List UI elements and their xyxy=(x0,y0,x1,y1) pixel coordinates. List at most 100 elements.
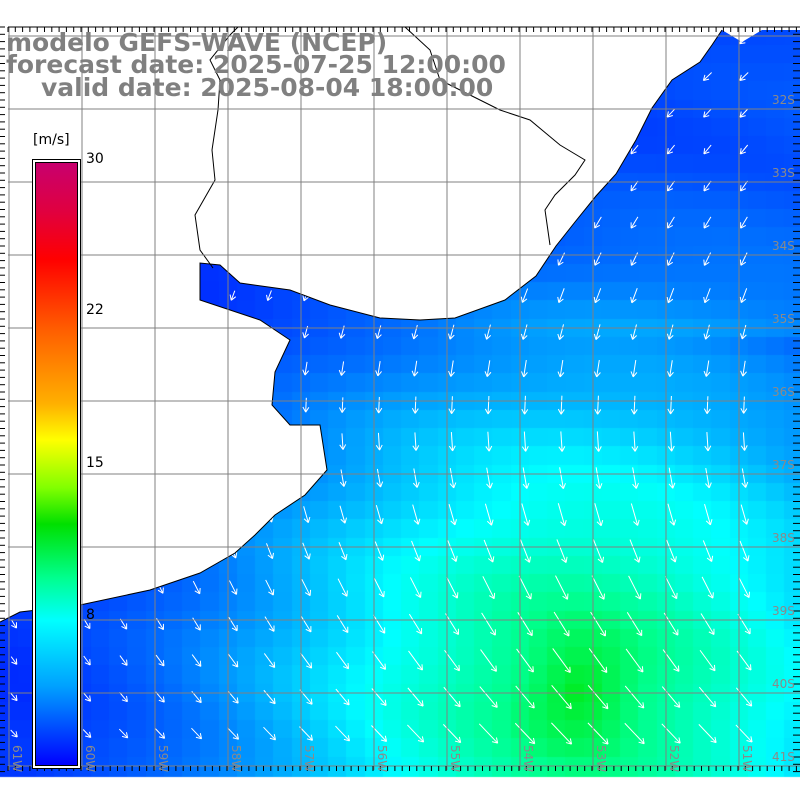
wind-arrow xyxy=(83,619,91,630)
wind-arrow xyxy=(299,652,313,669)
wind-arrow xyxy=(485,431,493,452)
wind-arrow xyxy=(521,431,529,452)
wind-arrow xyxy=(407,687,424,707)
wind-arrow xyxy=(301,579,312,597)
wind-arrow xyxy=(594,359,601,378)
wind-arrow xyxy=(514,722,536,745)
wind-arrow xyxy=(411,540,421,562)
wind-arrow xyxy=(552,648,571,674)
wind-arrow xyxy=(119,655,128,666)
wind-arrow xyxy=(630,503,640,526)
wind-arrow xyxy=(482,576,496,600)
land-mass xyxy=(0,0,800,622)
title-forecast-date: forecast date: 2025-07-25 12:00:00 xyxy=(6,50,506,79)
wind-arrow xyxy=(375,505,384,525)
title-model: modelo GEFS-WAVE (NCEP) xyxy=(6,28,388,57)
wind-arrow xyxy=(741,468,749,488)
wind-arrow xyxy=(667,395,675,415)
wind-arrow xyxy=(556,539,568,563)
axis-ticks xyxy=(0,26,800,773)
wind-arrow xyxy=(263,689,276,705)
wind-arrow xyxy=(594,216,602,229)
wind-arrow xyxy=(630,360,638,378)
wind-arrow xyxy=(740,504,749,525)
wind-arrow xyxy=(705,467,712,489)
wind-arrow xyxy=(118,728,129,739)
wind-arrow xyxy=(518,575,532,600)
wind-arrow xyxy=(82,729,92,739)
uruguay-river xyxy=(194,26,239,269)
wind-arrow xyxy=(628,575,642,600)
wind-arrow xyxy=(83,655,91,666)
wind-arrow xyxy=(738,577,751,598)
wind-arrow xyxy=(626,612,643,637)
wind-arrow xyxy=(119,691,128,703)
wind-arrow xyxy=(375,396,383,414)
colorbar-tick-30: 30 xyxy=(86,151,104,167)
wind-arrow xyxy=(703,252,712,266)
wind-arrow xyxy=(445,613,460,635)
lon-label: 54W xyxy=(521,745,535,773)
wind-arrow xyxy=(553,611,570,637)
lon-label: 59W xyxy=(156,745,170,773)
wind-arrow xyxy=(701,576,714,599)
wind-arrow xyxy=(521,360,528,378)
wind-arrow xyxy=(338,361,346,376)
wind-arrow xyxy=(335,725,351,742)
wind-arrow xyxy=(229,580,238,595)
wind-arrow xyxy=(699,649,716,672)
wind-arrow xyxy=(375,432,383,451)
wind-arrow xyxy=(302,542,311,560)
wind-arrow xyxy=(408,650,423,671)
wind-arrow xyxy=(336,615,349,634)
wind-arrow xyxy=(412,504,421,525)
colorbar-tick-15: 15 xyxy=(86,455,104,471)
wind-arrow xyxy=(263,726,277,741)
wind-arrow xyxy=(448,360,455,377)
wind-arrow xyxy=(191,727,203,740)
wind-arrow xyxy=(629,539,641,563)
wind-arrow xyxy=(662,649,680,672)
lon-label: 57W xyxy=(302,745,316,773)
wind-arrow xyxy=(700,613,715,635)
wind-arrow xyxy=(594,395,602,415)
wind-arrow xyxy=(191,654,202,667)
wind-arrow xyxy=(740,432,748,451)
wind-arrow xyxy=(375,325,382,340)
wind-arrow xyxy=(10,693,18,702)
wind-arrow xyxy=(520,324,528,340)
wind-arrow xyxy=(740,360,747,377)
wind-arrow xyxy=(486,467,493,489)
wind-arrow xyxy=(739,108,749,118)
wind-arrow xyxy=(375,361,382,377)
wind-arrow xyxy=(448,396,456,415)
wind-arrow xyxy=(339,433,347,450)
wind-arrow xyxy=(338,541,348,561)
wind-arrow xyxy=(521,503,531,526)
lon-label: 60W xyxy=(83,745,97,773)
colorbar-gradient xyxy=(35,162,78,766)
wind-arrow xyxy=(666,288,675,304)
wind-arrow xyxy=(551,684,572,710)
wind-arrow xyxy=(667,431,675,452)
lat-label: 40S xyxy=(772,677,795,691)
wind-arrow xyxy=(83,692,92,702)
wind-arrow xyxy=(155,691,165,703)
wind-arrow xyxy=(703,216,712,229)
wind-arrow xyxy=(631,431,639,452)
wind-arrow xyxy=(480,649,497,672)
wind-arrow xyxy=(595,467,603,490)
lat-label: 32S xyxy=(772,93,795,107)
wind-arrow xyxy=(557,503,567,527)
wind-arrow xyxy=(737,613,751,635)
wind-arrow xyxy=(630,144,639,155)
colorbar-frame xyxy=(32,159,81,769)
wind-arrow xyxy=(739,540,750,562)
wind-arrow xyxy=(740,396,748,414)
wind-arrow xyxy=(446,576,459,599)
wind-arrow xyxy=(411,396,419,414)
lon-label: 52W xyxy=(667,745,681,773)
wind-arrow xyxy=(515,685,535,709)
wind-arrow xyxy=(227,727,240,740)
wind-arrow xyxy=(411,324,419,340)
